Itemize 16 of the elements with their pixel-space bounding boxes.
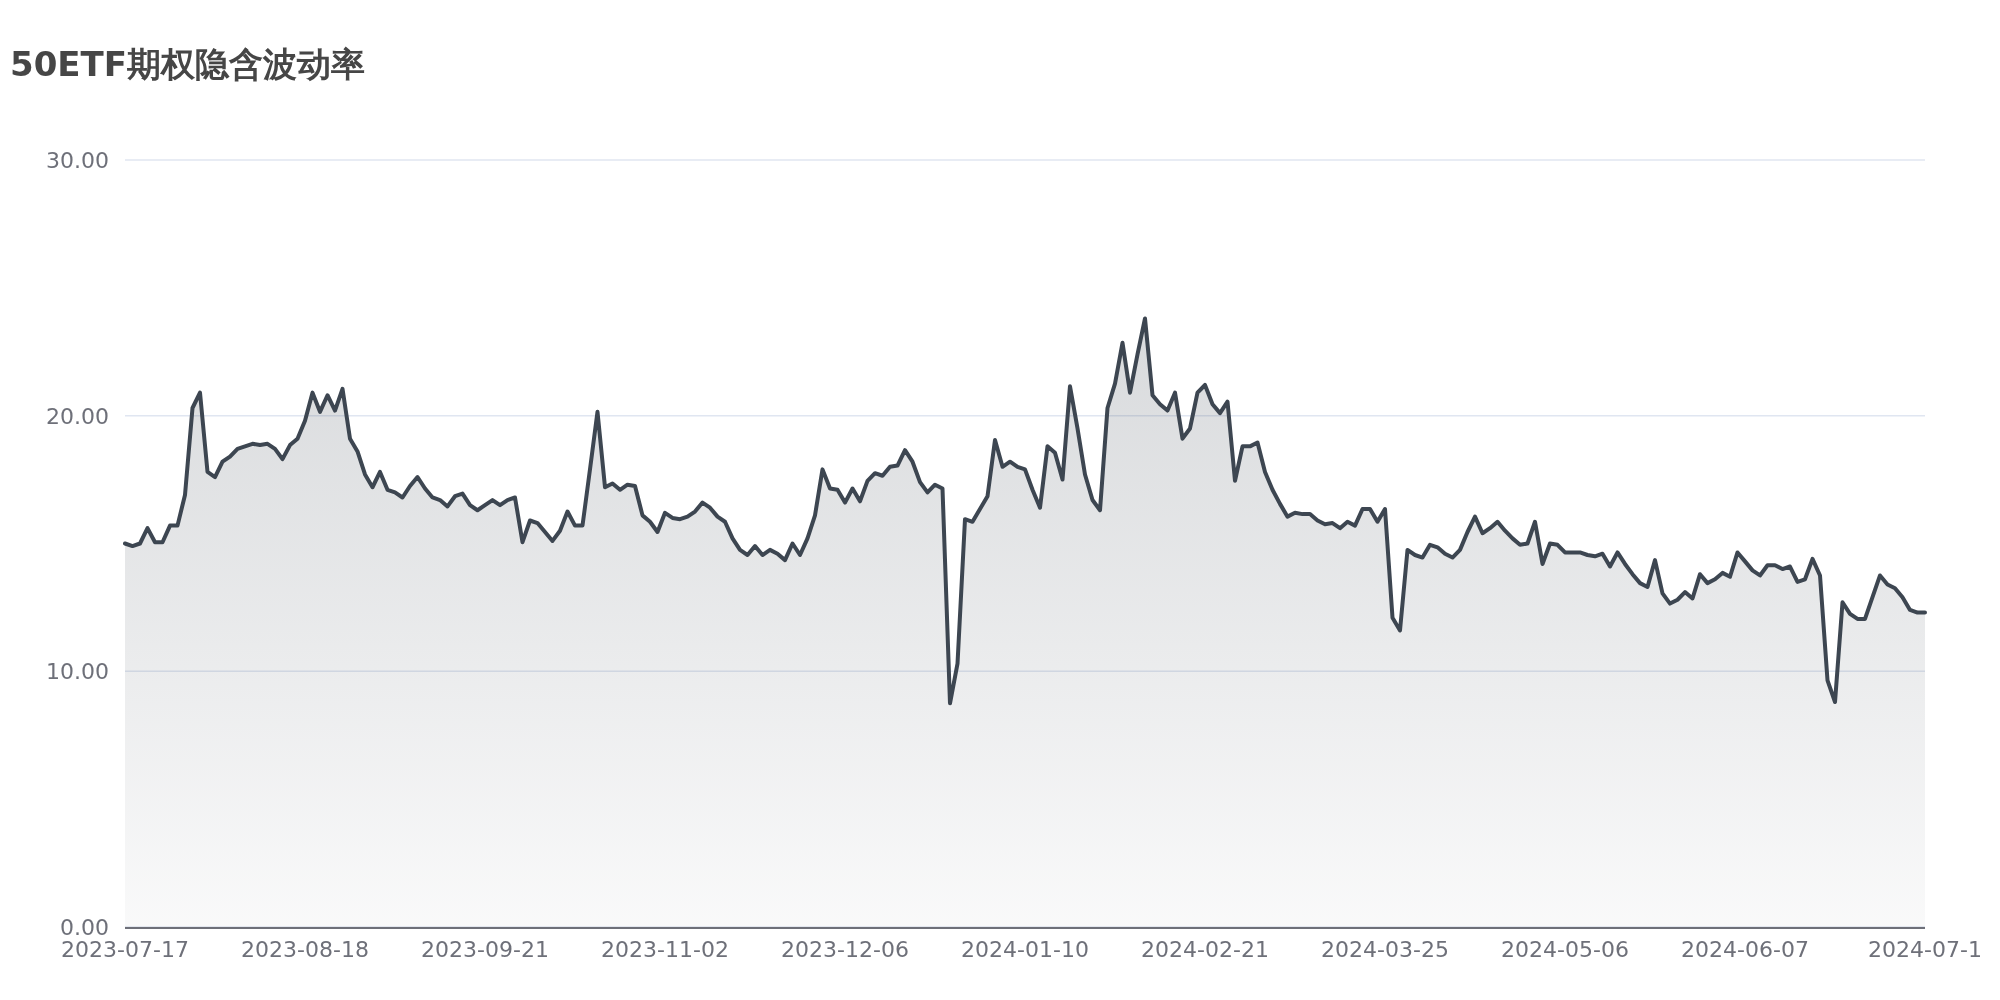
x-tick-label: 2023-07-17 <box>61 937 189 962</box>
x-tick-label: 2024-05-06 <box>1501 937 1629 962</box>
x-tick-label: 2023-11-02 <box>601 937 729 962</box>
y-tick-label: 30.00 <box>46 148 109 173</box>
y-tick-label: 10.00 <box>46 659 109 685</box>
x-tick-label: 2023-08-18 <box>241 937 369 962</box>
x-tick-label: 2023-12-06 <box>781 937 909 962</box>
chart-title: 50ETF期权隐含波动率 <box>10 44 365 84</box>
x-tick-label: 2024-07-1 <box>1868 937 1982 962</box>
x-tick-label: 2024-02-21 <box>1141 937 1269 962</box>
x-tick-label: 2023-09-21 <box>421 937 549 962</box>
y-tick-label: 0.00 <box>60 915 109 940</box>
x-tick-label: 2024-06-07 <box>1681 937 1809 962</box>
x-tick-label: 2024-01-10 <box>961 937 1089 962</box>
x-tick-label: 2024-03-25 <box>1321 937 1449 962</box>
y-tick-label: 20.00 <box>46 403 109 429</box>
